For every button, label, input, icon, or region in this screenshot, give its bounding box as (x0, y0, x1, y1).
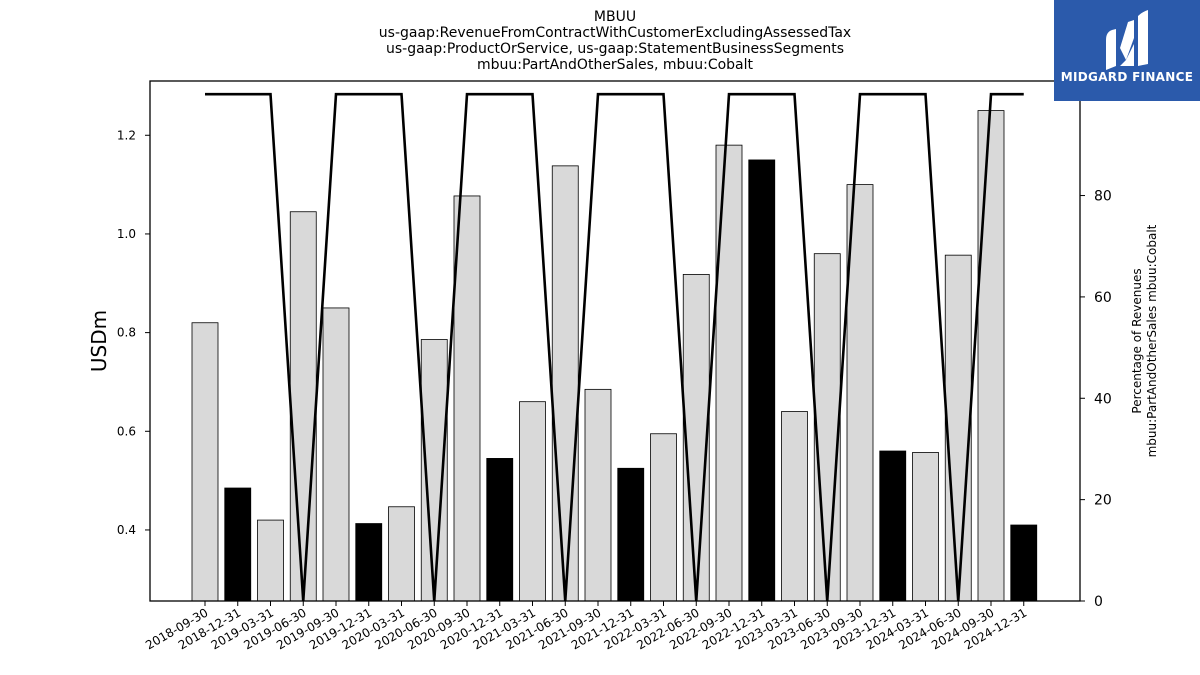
bar-2020-09-30 (453, 195, 481, 602)
bar-2022-06-30 (682, 273, 710, 602)
left-tick-label: 0.4 (117, 523, 136, 537)
plot-frame (149, 80, 1081, 602)
left-tick-label: 0.6 (117, 424, 136, 438)
left-axis-label: USDm (87, 310, 111, 372)
bar-2021-09-30 (584, 388, 612, 602)
bar-2019-03-31 (257, 519, 284, 602)
left-tick-label: 1.2 (117, 128, 136, 142)
bar-2018-09-30 (191, 322, 219, 602)
chart-title-line-4: mbuu:PartAndOtherSales, mbuu:Cobalt (477, 57, 754, 73)
bar-2020-03-31 (388, 506, 415, 602)
bar-2022-09-30 (715, 144, 743, 602)
bar-2022-03-31 (650, 433, 677, 602)
right-axis-label-line-2: mbuu:PartAndOtherSales mbuu:Cobalt (1145, 224, 1159, 457)
chart-title-line-1: MBUU (594, 9, 636, 25)
bar-2023-09-30 (846, 184, 874, 602)
percentage-line-series (205, 92, 1024, 602)
bar-2023-06-30 (813, 253, 841, 602)
bar-2019-09-30 (322, 307, 350, 602)
right-tick-label: 80 (1094, 189, 1112, 205)
bar-2019-06-30 (289, 211, 317, 602)
percentage-line (205, 92, 1024, 602)
left-axis-ticks: 0.4 0.6 0.8 1.0 1.2 (117, 128, 150, 537)
chart-title-line-2: us-gaap:RevenueFromContractWithCustomerE… (379, 25, 851, 41)
bar-2024-06-30 (944, 254, 972, 602)
right-tick-label: 60 (1094, 290, 1112, 306)
bar-2019-12-31 (355, 523, 383, 602)
bar-2018-12-31 (224, 487, 252, 602)
bar-2024-12-31 (1010, 524, 1038, 602)
left-tick-label: 1.0 (117, 227, 136, 241)
right-tick-label: 40 (1094, 391, 1112, 407)
right-axis-label-line-1: Percentage of Revenues (1130, 268, 1144, 413)
bar-2023-03-31 (781, 411, 808, 602)
bar-2021-12-31 (617, 467, 645, 602)
bar-2024-03-31 (912, 452, 939, 602)
brand-name: MIDGARD FINANCE (1061, 70, 1193, 84)
midgard-m-icon (1106, 10, 1148, 70)
x-axis-ticks: 2018-09-302018-12-312019-03-312019-06-30… (143, 601, 1029, 652)
bar-2024-09-30 (977, 110, 1005, 602)
right-axis-ticks: 020406080100 (1080, 87, 1121, 610)
chart-title: MBUUus-gaap:RevenueFromContractWithCusto… (379, 9, 851, 73)
chart-title-line-3: us-gaap:ProductOrService, us-gaap:Statem… (386, 41, 844, 57)
brand-logo: MIDGARD FINANCE (1054, 0, 1200, 101)
bar-2022-12-31 (748, 159, 776, 602)
left-tick-label: 0.8 (117, 326, 136, 340)
right-tick-label: 0 (1094, 594, 1103, 610)
right-tick-label: 20 (1094, 493, 1112, 509)
bar-2020-12-31 (486, 458, 514, 602)
bar-2021-06-30 (551, 165, 579, 602)
bar-series (191, 110, 1038, 602)
bar-2021-03-31 (519, 401, 546, 602)
bar-2023-12-31 (879, 450, 907, 602)
